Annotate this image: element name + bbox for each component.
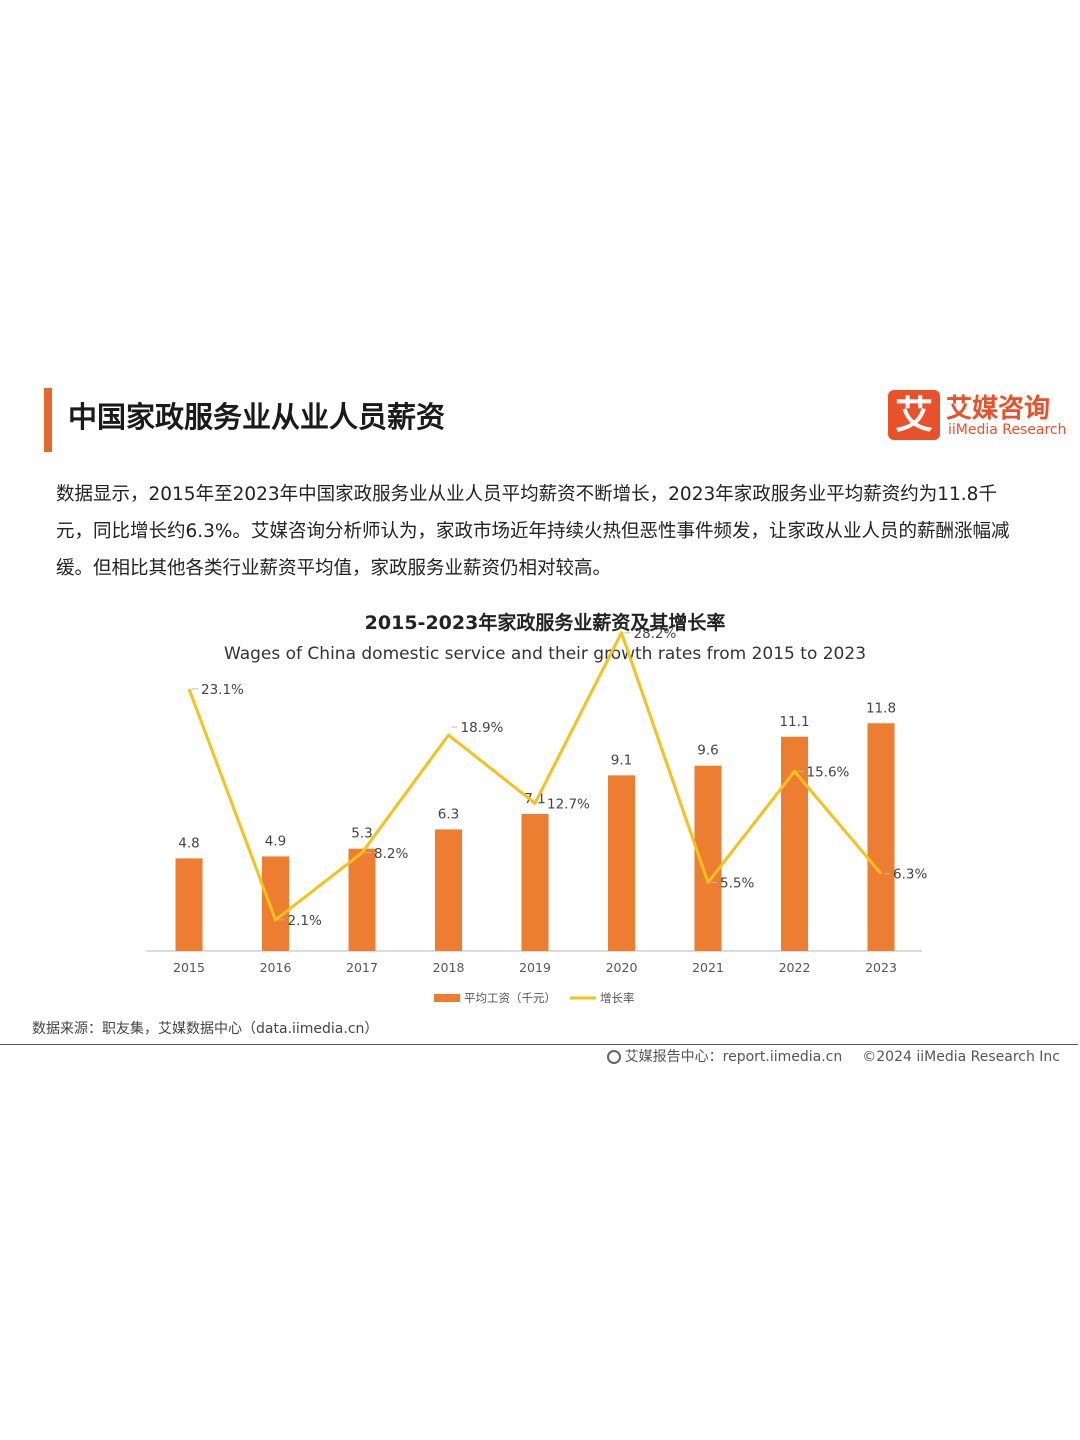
bar-label-2017: 5.3 bbox=[351, 826, 372, 842]
title-accent-bar bbox=[44, 388, 52, 452]
growth-label-2015: 23.1% bbox=[201, 682, 244, 698]
growth-label-2022: 15.6% bbox=[807, 764, 850, 780]
bar-2017 bbox=[348, 848, 376, 951]
footer-copyright: ©2024 iiMedia Research Inc bbox=[862, 1049, 1060, 1065]
growth-rate-line bbox=[187, 631, 883, 922]
wage-growth-chart: 4.820154.920165.320176.320187.120199.120… bbox=[146, 626, 927, 1005]
x-tick-2022: 2022 bbox=[779, 960, 811, 975]
growth-label-2017: 8.2% bbox=[374, 846, 408, 862]
bar-label-2021: 9.6 bbox=[697, 743, 718, 759]
bar-label-2023: 11.8 bbox=[866, 700, 896, 716]
bar-label-2018: 6.3 bbox=[438, 806, 459, 822]
x-tick-2021: 2021 bbox=[692, 960, 724, 975]
bar-2020 bbox=[608, 775, 635, 951]
bar-2015 bbox=[175, 858, 203, 951]
x-tick-2015: 2015 bbox=[173, 960, 205, 975]
growth-label-2016: 2.1% bbox=[288, 913, 322, 929]
x-tick-2023: 2023 bbox=[865, 960, 897, 975]
footer: 艾媒报告中心：report.iimedia.cn ©2024 iiMedia Re… bbox=[606, 1046, 1060, 1066]
page-title: 中国家政服务业从业人员薪资 bbox=[68, 400, 446, 434]
bar-label-2022: 11.1 bbox=[779, 714, 809, 730]
footer-report-site: 艾媒报告中心：report.iimedia.cn bbox=[624, 1049, 843, 1065]
bar-label-2016: 4.9 bbox=[265, 833, 286, 849]
logo-chinese-name: 艾媒咨询 bbox=[946, 394, 1051, 424]
logo-english-name: iiMedia Research bbox=[948, 422, 1067, 438]
footer-divider bbox=[0, 1044, 1078, 1045]
growth-label-2018: 18.9% bbox=[461, 720, 504, 736]
iimedia-logo: 艾 艾媒咨询 iiMedia Research bbox=[888, 390, 1068, 446]
report-slide: 中国家政服务业从业人员薪资 艾 艾媒咨询 iiMedia Research 数据… bbox=[0, 380, 1080, 1080]
x-tick-2017: 2017 bbox=[346, 960, 378, 975]
bar-label-2015: 4.8 bbox=[178, 835, 199, 851]
bar-2023 bbox=[867, 723, 895, 951]
chart-subtitle: Wages of China domestic service and thei… bbox=[223, 644, 867, 664]
bar-2018 bbox=[435, 829, 462, 951]
x-tick-2016: 2016 bbox=[260, 960, 292, 975]
growth-label-2019: 12.7% bbox=[547, 796, 590, 812]
growth-label-2021: 5.5% bbox=[720, 876, 754, 892]
bar-2019 bbox=[521, 813, 549, 951]
bar-2016 bbox=[262, 856, 289, 951]
logo-mark-icon: 艾 bbox=[888, 390, 940, 440]
legend-label-growth: 增长率 bbox=[600, 991, 635, 1005]
growth-label-2020: 28.2% bbox=[634, 626, 677, 642]
description-text: 数据显示，2015年至2023年中国家政服务业从业人员平均薪资不断增长，2023… bbox=[56, 484, 1010, 579]
bar-label-2020: 9.1 bbox=[611, 752, 632, 768]
bar-2022 bbox=[781, 736, 808, 951]
legend-swatch-wage bbox=[434, 994, 460, 1002]
growth-label-2023: 6.3% bbox=[893, 867, 927, 883]
data-source: 数据来源：职友集，艾媒数据中心（data.iimedia.cn） bbox=[32, 1021, 379, 1037]
x-tick-2020: 2020 bbox=[606, 960, 638, 975]
globe-icon bbox=[606, 1050, 621, 1064]
chart-title: 2015-2023年家政服务业薪资及其增长率 bbox=[364, 612, 726, 634]
x-tick-2018: 2018 bbox=[433, 960, 465, 975]
legend-label-wage: 平均工资（千元） bbox=[464, 991, 556, 1005]
x-tick-2019: 2019 bbox=[519, 960, 551, 975]
